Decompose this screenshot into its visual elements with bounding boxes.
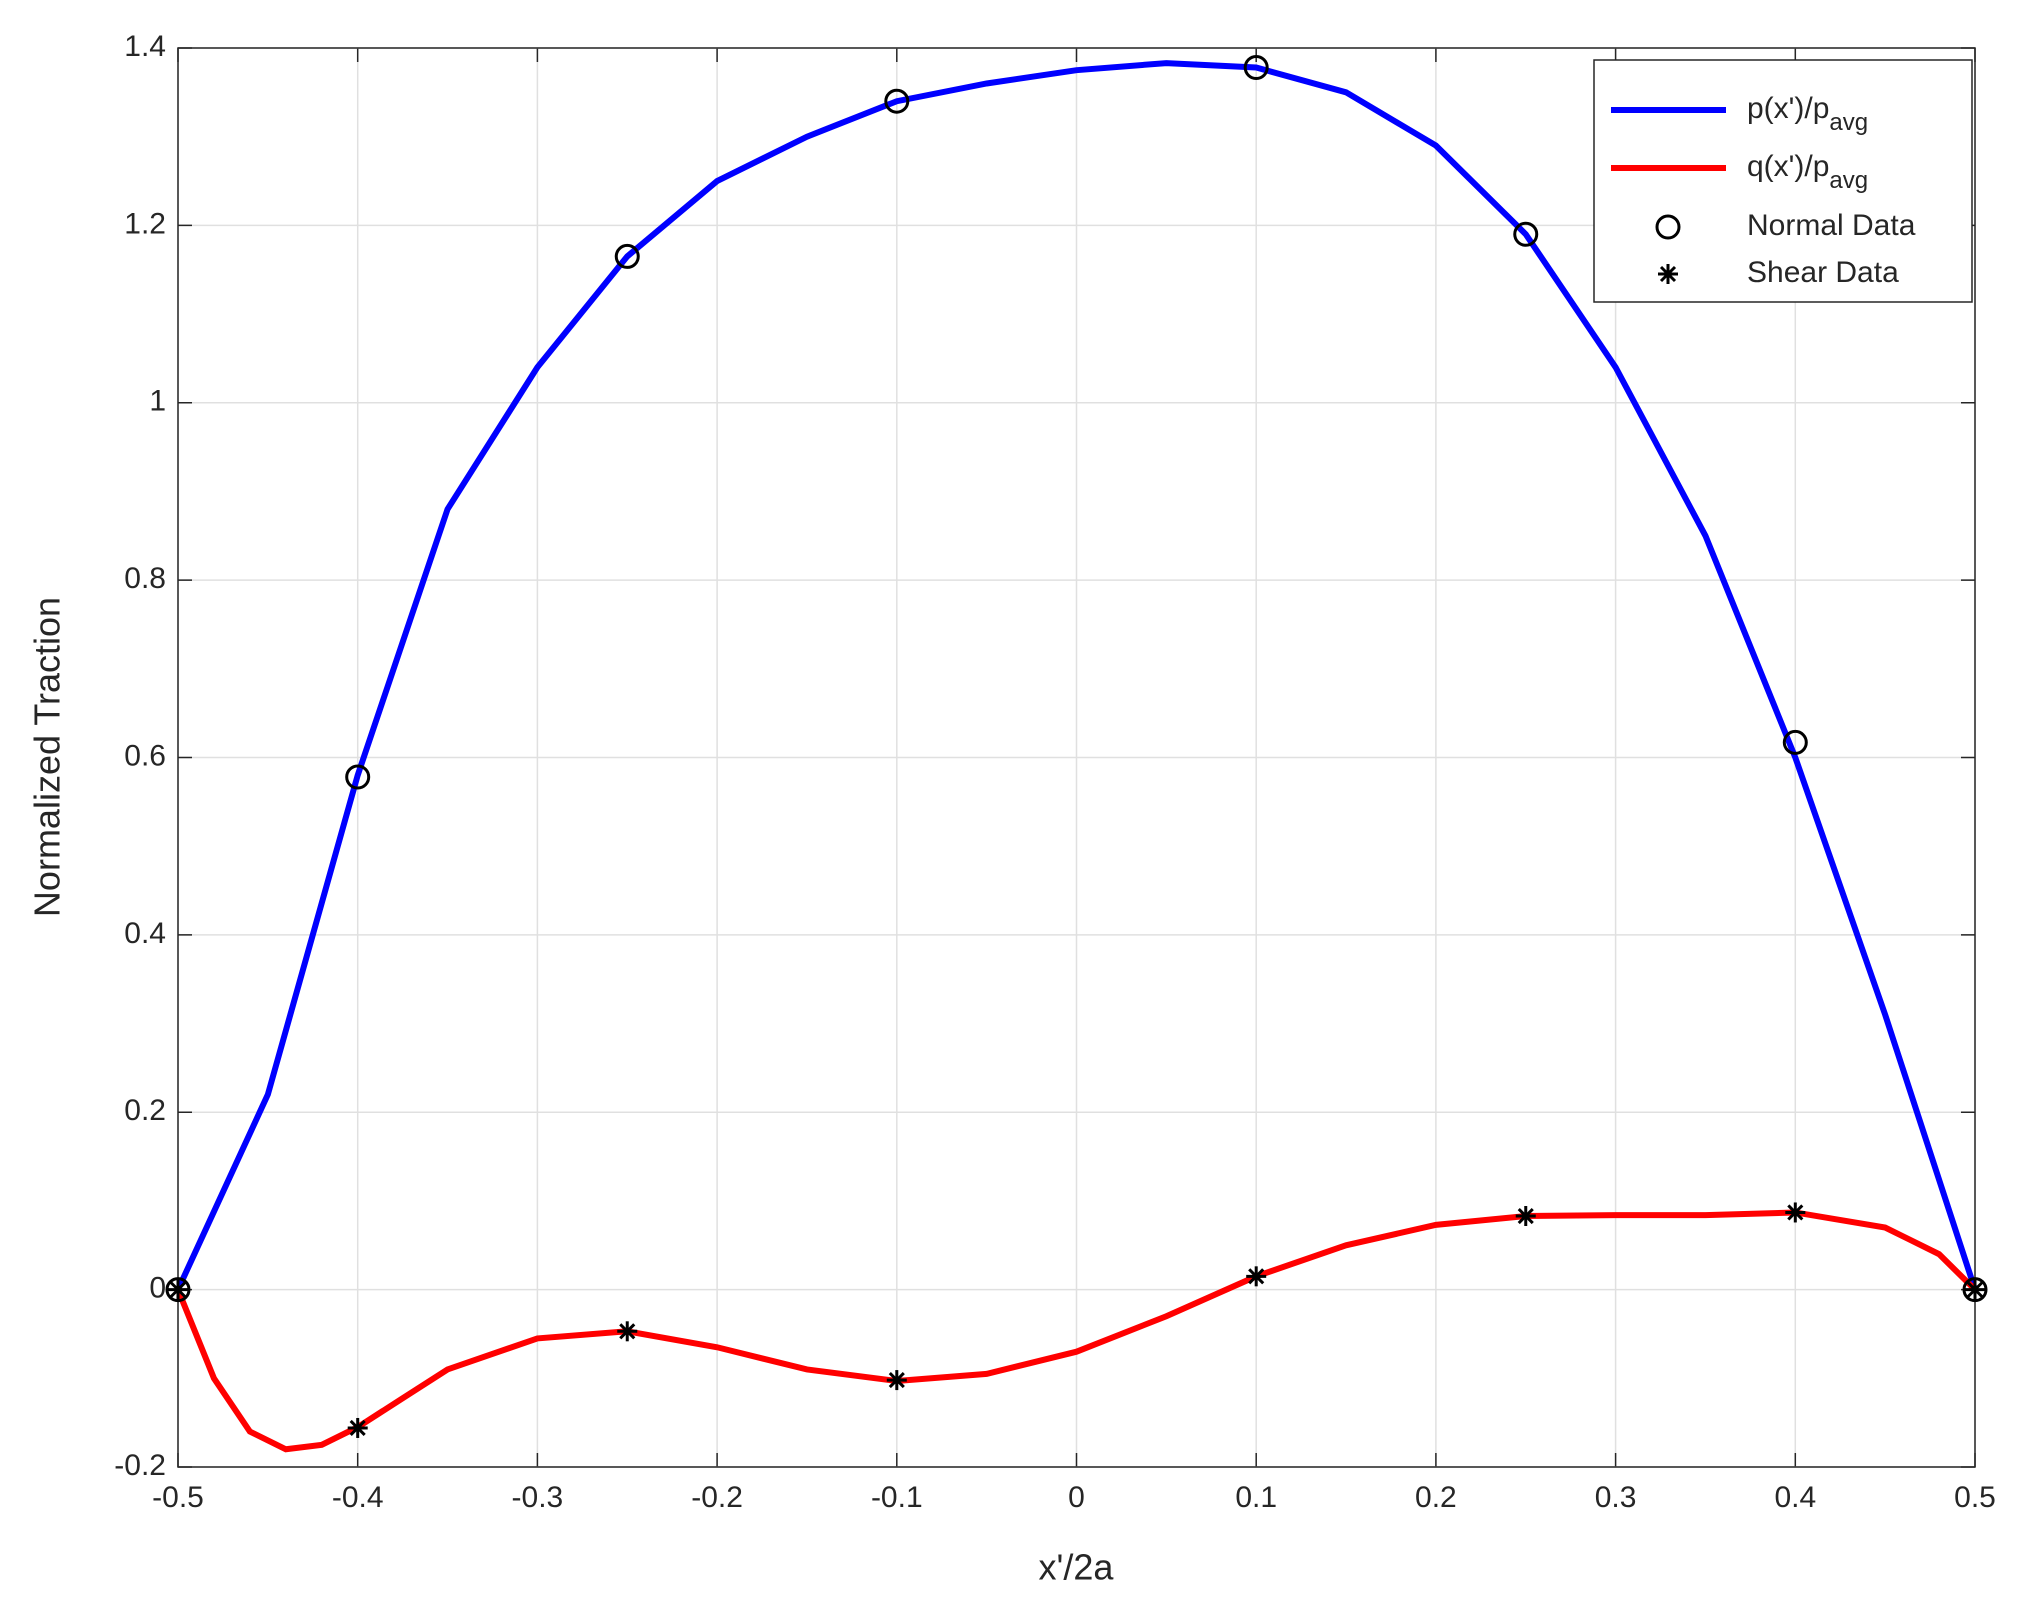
data-point — [884, 88, 910, 114]
x-tick-label: -0.4 — [332, 1481, 384, 1514]
y-tick-label: 0 — [149, 1272, 166, 1305]
plot-frame — [177, 47, 1976, 1468]
y-tick-label: 1.2 — [124, 207, 166, 240]
legend-label-subscript: avg — [1829, 167, 1868, 194]
y-tick-label: 1 — [149, 385, 166, 418]
asterisk-stroke — [1517, 1207, 1534, 1225]
asterisk-stroke — [1659, 265, 1677, 283]
legend-label-main: Shear Data — [1747, 256, 1899, 289]
x-tick-label: 0.5 — [1954, 1481, 1996, 1514]
y-tick-label: 0.6 — [124, 739, 166, 772]
asterisk-stroke — [169, 1281, 187, 1298]
y-tick-label: 0.2 — [124, 1094, 166, 1127]
data-point — [168, 1279, 188, 1300]
data-point — [1246, 1266, 1267, 1287]
asterisk-stroke — [1787, 1204, 1804, 1221]
series-line — [175, 1209, 1978, 1453]
legend-swatch — [1658, 264, 1678, 284]
legend-label-subscript: avg — [1829, 109, 1868, 136]
data-point — [614, 243, 640, 269]
series-line — [175, 60, 1978, 1291]
y-axis-label: Normalized Traction — [27, 597, 68, 917]
x-tick-label: 0.2 — [1415, 1481, 1457, 1514]
y-tick-label: -0.2 — [114, 1449, 166, 1482]
y-tick-label: 0.4 — [124, 917, 166, 950]
y-tick-label: 1.4 — [124, 30, 166, 63]
y-tick-label: 0.8 — [124, 562, 166, 595]
asterisk-stroke — [888, 1372, 905, 1389]
x-tick-label: -0.2 — [691, 1481, 743, 1514]
data-point — [1243, 55, 1269, 81]
asterisk-stroke — [349, 1419, 366, 1437]
asterisk-stroke — [1966, 1281, 1984, 1298]
data-point — [347, 1417, 368, 1438]
legend-label: p(x')/pavg — [1747, 92, 1868, 136]
legend-label: Normal Data — [1747, 209, 1916, 242]
legend-label-main: Normal Data — [1747, 209, 1916, 242]
data-point — [617, 1321, 638, 1342]
legend-swatch — [1655, 214, 1681, 240]
data-point — [1785, 1202, 1806, 1223]
x-tick-label: -0.5 — [152, 1481, 204, 1514]
x-tick-label: 0 — [1068, 1481, 1085, 1514]
data-point — [1962, 1277, 1988, 1303]
data-point — [1515, 1206, 1536, 1227]
data-point — [1965, 1279, 1985, 1300]
data-point — [1782, 729, 1808, 755]
legend-label: Shear Data — [1747, 256, 1899, 289]
data-point — [1513, 221, 1539, 247]
asterisk-stroke — [1248, 1268, 1265, 1285]
asterisk-stroke — [619, 1323, 636, 1340]
data-point — [345, 764, 371, 790]
x-tick-label: 0.1 — [1235, 1481, 1277, 1514]
legend-label-main: q(x')/p — [1747, 150, 1829, 183]
data-point — [886, 1370, 907, 1391]
x-tick-label: -0.3 — [512, 1481, 564, 1514]
legend-label: q(x')/pavg — [1747, 150, 1868, 194]
x-tick-label: 0.4 — [1774, 1481, 1816, 1514]
x-tick-label: 0.3 — [1595, 1481, 1637, 1514]
legend-box — [1593, 59, 1973, 303]
x-axis-label: x'/2a — [1039, 1547, 1115, 1588]
x-tick-label: -0.1 — [871, 1481, 923, 1514]
legend-label-main: p(x')/p — [1747, 92, 1829, 125]
data-point — [165, 1277, 191, 1303]
